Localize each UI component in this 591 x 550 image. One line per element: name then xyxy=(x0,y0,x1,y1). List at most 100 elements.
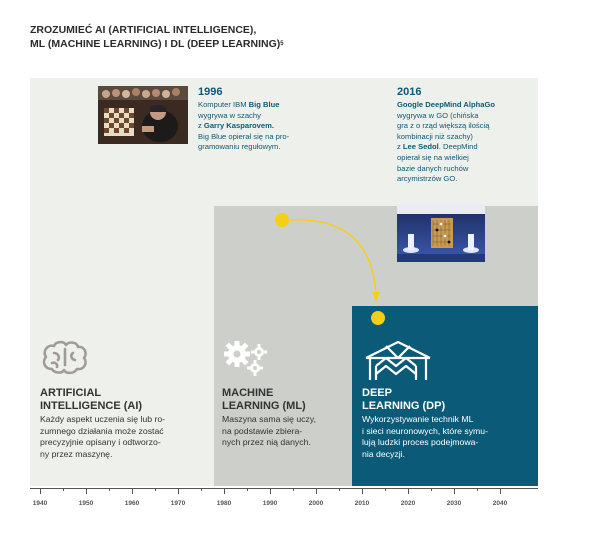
timeline-minor-tick xyxy=(63,488,64,491)
event-note-line: Komputer IBM Big Blue xyxy=(198,100,338,111)
ml-description: Maszyna sama się uczy, na podstawie zbie… xyxy=(222,414,350,449)
timeline-minor-tick xyxy=(339,488,340,491)
timeline-label: 2000 xyxy=(308,500,324,507)
event-note-text: gra z o rząd większą ilością xyxy=(397,121,490,131)
brain-icon xyxy=(42,340,87,375)
event-note-highlight: Lee Sedol xyxy=(402,142,439,152)
event-1996: 1996 Komputer IBM Big Blue wygrywa w szac… xyxy=(198,86,338,153)
timeline-tick xyxy=(408,488,409,494)
event-note-line: opierał się na wielkiej xyxy=(397,153,537,164)
timeline-tick xyxy=(40,488,41,494)
timeline-tick xyxy=(270,488,271,494)
event-note-line: z Garry Kasparovem. xyxy=(198,121,338,132)
ai-desc-line: precyzyjnie opisany i odtworzo- xyxy=(40,437,161,447)
timeline-minor-tick xyxy=(109,488,110,491)
ml-title-line-2: LEARNING (ML) xyxy=(222,400,306,412)
ai-title-line-1: ARTIFICIAL xyxy=(40,387,102,399)
timeline-tick xyxy=(454,488,455,494)
dl-desc-line: Wykorzystywanie technik ML xyxy=(362,414,474,424)
timeline-minor-tick xyxy=(385,488,386,491)
gears-icon xyxy=(224,341,267,376)
event-description-2016: Google DeepMind AlphaGo wygrywa w GO (chi… xyxy=(397,100,537,185)
timeline-tick xyxy=(316,488,317,494)
event-note-text: kombinacji niż szachy) xyxy=(397,131,473,141)
timeline-tick xyxy=(178,488,179,494)
event-note-highlight: Garry Kasparovem. xyxy=(203,121,274,131)
dl-title: DEEP LEARNING (DP) xyxy=(362,387,536,413)
event-note-text: z xyxy=(397,142,403,152)
event-year-2016: 2016 xyxy=(397,86,422,98)
timeline-minor-tick xyxy=(247,488,248,491)
timeline-label: 2040 xyxy=(492,500,508,507)
event-note-text: opierał się na wielkiej xyxy=(397,152,469,162)
dl-section: DEEP LEARNING (DP) Wykorzystywanie techn… xyxy=(362,387,536,460)
ml-desc-line: nych przez nią danych. xyxy=(222,437,311,447)
event-note-line: bazie danych ruchów xyxy=(397,164,537,175)
title-line-2: ML (MACHINE LEARNING) I DL (DEEP LEARNIN… xyxy=(30,38,284,50)
timeline-label: 1970 xyxy=(170,500,186,507)
go-match-photo xyxy=(397,204,485,262)
ai-description: Każdy aspekt uczenia się lub ro- zumnego… xyxy=(40,414,208,460)
event-note-text: arcymistrzów GO. xyxy=(397,174,458,184)
ml-desc-line: na podstawie zbiera- xyxy=(222,425,303,436)
neural-network-icon xyxy=(365,340,431,380)
event-note-line: Google DeepMind AlphaGo xyxy=(397,100,537,111)
timeline-label: 2020 xyxy=(400,500,416,507)
event-2016: 2016 Google DeepMind AlphaGo wygrywa w GO… xyxy=(397,86,537,185)
timeline-minor-tick xyxy=(477,488,478,491)
dl-start-dot xyxy=(371,311,385,325)
ml-title-line-1: MACHINE xyxy=(222,387,274,399)
event-note-text: wygrywa w GO (chińska xyxy=(397,110,479,120)
timeline-label: 2030 xyxy=(446,500,462,507)
timeline-tick xyxy=(362,488,363,494)
event-note-text: bazie danych ruchów xyxy=(397,163,469,173)
timeline-label: 2010 xyxy=(354,500,370,507)
event-note-highlight: Big Blue xyxy=(248,100,280,109)
ai-title-line-2: INTELLIGENCE (AI) xyxy=(40,400,143,412)
timeline-label: 1980 xyxy=(216,500,232,507)
event-note-text: wygrywa w szachy xyxy=(198,110,261,120)
event-note-line: wygrywa w szachy xyxy=(198,111,338,122)
event-note-line: gra z o rząd większą ilością xyxy=(397,121,537,132)
timeline-minor-tick xyxy=(431,488,432,491)
footnote-marker: 5 xyxy=(280,41,284,47)
timeline-axis xyxy=(30,488,538,489)
title-line-1: ZROZUMIEĆ AI (ARTIFICIAL INTELLIGENCE), xyxy=(30,24,257,36)
event-year-1996: 1996 xyxy=(198,86,223,98)
dl-title-line-2: LEARNING (DP) xyxy=(362,400,446,412)
timeline-minor-tick xyxy=(201,488,202,491)
ai-title: ARTIFICIAL INTELLIGENCE (AI) xyxy=(40,387,208,413)
timeline-tick xyxy=(86,488,87,494)
event-note-line: z Lee Sedol. DeepMind xyxy=(397,142,537,153)
ai-desc-line: zumnego działania może zostać xyxy=(40,425,164,436)
timeline-label: 1990 xyxy=(262,500,278,507)
chess-photo-image xyxy=(98,86,188,144)
dl-title-line-1: DEEP xyxy=(362,387,392,399)
event-note-text: z xyxy=(198,121,204,131)
event-note-line: gramowaniu regułowym. xyxy=(198,142,338,153)
event-note-line: wygrywa w GO (chińska xyxy=(397,111,537,122)
event-note-text: . DeepMind xyxy=(438,142,478,152)
event-note-text: Komputer IBM xyxy=(198,100,249,109)
event-note-text: gramowaniu regułowym. xyxy=(198,142,281,152)
event-description-1996: Komputer IBM Big Blue wygrywa w szachy z G… xyxy=(198,100,338,153)
dl-description: Wykorzystywanie technik ML i sieci neuro… xyxy=(362,414,536,460)
dl-band xyxy=(352,306,538,486)
event-note-line: arcymistrzów GO. xyxy=(397,174,537,185)
dl-desc-line: nia decyzji. xyxy=(362,448,405,459)
timeline-label: 1950 xyxy=(78,500,94,507)
timeline-label: 1940 xyxy=(32,500,48,507)
timeline-label: 1960 xyxy=(124,500,140,507)
ml-desc-line: Maszyna sama się uczy, xyxy=(222,414,316,424)
event-note-highlight: Google DeepMind AlphaGo xyxy=(397,100,496,109)
go-photo-image xyxy=(397,204,485,262)
timeline-minor-tick xyxy=(293,488,294,491)
event-note-text: Big Blue opierał się na pro- xyxy=(198,131,290,141)
event-note-line: Big Blue opierał się na pro- xyxy=(198,132,338,143)
chess-match-photo xyxy=(98,86,188,144)
dl-desc-line: i sieci neuronowych, które symu- xyxy=(362,425,489,436)
ml-section: MACHINE LEARNING (ML) Maszyna sama się u… xyxy=(222,387,350,449)
event-note-line: kombinacji niż szachy) xyxy=(397,132,537,143)
ai-desc-line: ny przez maszynę. xyxy=(40,448,113,459)
ml-start-dot xyxy=(275,213,289,227)
